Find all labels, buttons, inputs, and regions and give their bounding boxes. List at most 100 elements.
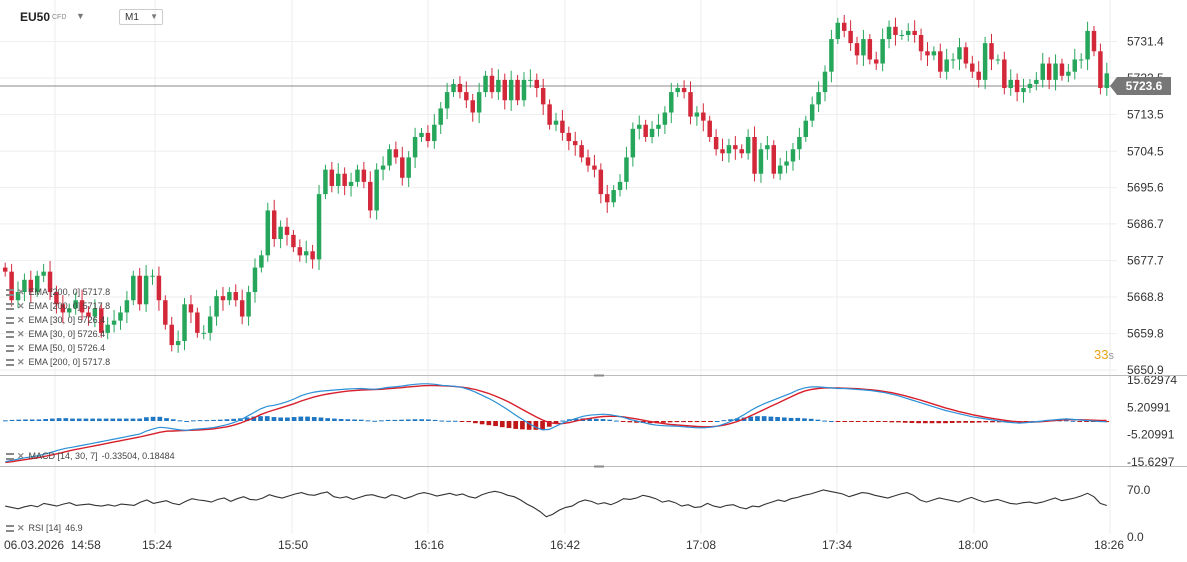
rsi-legend[interactable]: ✕ RSI [14] 46.9	[6, 523, 83, 534]
close-icon[interactable]: ✕	[17, 329, 25, 339]
macd-histogram-bar	[607, 419, 613, 422]
macd-histogram-bar	[540, 421, 545, 430]
macd-histogram-bar	[150, 416, 156, 422]
candle-body	[1002, 59, 1007, 89]
candle-body	[707, 120, 712, 137]
close-icon[interactable]: ✕	[17, 343, 25, 353]
indicator-legend-item[interactable]: ✕ EMA [50, 0] 5726.4	[6, 343, 105, 354]
candle-body	[412, 136, 418, 158]
menu-icon[interactable]	[6, 453, 14, 461]
indicator-legend-item[interactable]: ✕ EMA [200, 0] 5717.8	[6, 301, 110, 312]
candle-body	[1091, 30, 1097, 52]
macd-tick-label: -5.20991	[1127, 428, 1175, 442]
macd-histogram-bar	[338, 419, 344, 422]
macd-histogram-bar	[768, 416, 774, 422]
symbol-dropdown-icon[interactable]: ▼	[76, 11, 85, 21]
menu-icon[interactable]	[6, 345, 14, 353]
candle-body	[809, 104, 815, 121]
macd-histogram-bar	[479, 421, 485, 425]
close-icon[interactable]: ✕	[17, 287, 25, 297]
price-tick-label: 5695.6	[1127, 181, 1164, 195]
timeframe-select[interactable]: M1 ▼	[119, 9, 163, 25]
candle-body	[41, 271, 46, 276]
macd-histogram-bar	[43, 419, 48, 422]
candle-body	[880, 39, 885, 64]
candle-body	[227, 292, 232, 301]
macd-histogram-bar	[466, 421, 472, 423]
macd-histogram-bar	[802, 418, 807, 422]
candle-body	[508, 79, 514, 101]
menu-icon[interactable]	[6, 359, 14, 367]
candle-body	[143, 275, 149, 305]
candle-body	[752, 136, 757, 174]
candle-body	[336, 173, 341, 186]
macd-histogram-bar	[405, 419, 411, 422]
rsi-legend-name: RSI [14]	[28, 523, 62, 533]
macd-histogram-bar	[600, 419, 606, 422]
price-tick-label: 5677.7	[1127, 254, 1164, 268]
candle-body	[995, 59, 1001, 61]
candle-body	[92, 308, 98, 317]
close-icon[interactable]: ✕	[17, 301, 25, 311]
menu-icon[interactable]	[6, 303, 14, 311]
time-tick-label: 16:16	[414, 538, 445, 552]
macd-histogram-bar	[553, 421, 559, 424]
candle-body	[1040, 63, 1045, 80]
macd-histogram-bar	[493, 421, 498, 427]
macd-histogram-bar	[627, 421, 633, 423]
candle-body	[989, 43, 994, 60]
macd-histogram-bar	[204, 420, 210, 422]
candle-body	[175, 341, 181, 346]
rsi-tick-label: 0.0	[1127, 530, 1144, 544]
candle-body	[617, 181, 623, 191]
close-icon[interactable]: ✕	[17, 357, 25, 367]
macd-histogram-bar	[358, 419, 364, 422]
close-icon[interactable]: ✕	[17, 523, 25, 533]
candle-body	[816, 92, 821, 105]
indicator-legend-item[interactable]: ✕ EMA [30, 0] 5726.4	[6, 329, 105, 340]
macd-histogram-bar	[875, 421, 881, 423]
candlestick-series	[2, 14, 1110, 353]
indicator-legend-item[interactable]: ✕ EMA [200, 0] 5717.8	[6, 287, 110, 298]
timeframe-label: M1	[125, 12, 139, 23]
time-tick-label: 15:50	[278, 538, 309, 552]
macd-histogram-bar	[808, 418, 814, 422]
close-icon[interactable]: ✕	[17, 451, 25, 461]
candle-body	[252, 267, 258, 293]
candle-body	[169, 324, 174, 346]
candle-body	[425, 132, 431, 142]
candle-body	[348, 181, 354, 186]
candle-body	[188, 304, 194, 313]
candle-body	[246, 292, 251, 317]
macd-histogram-bar	[499, 421, 505, 428]
macd-histogram-bar	[728, 419, 733, 422]
macd-legend[interactable]: ✕ MACD [14, 30, 7] -0.33504, 0.18484	[6, 451, 175, 462]
macd-histogram-bar	[63, 418, 69, 422]
menu-icon[interactable]	[6, 331, 14, 339]
menu-icon[interactable]	[6, 525, 14, 533]
candle-body	[925, 51, 930, 56]
macd-histogram-bar	[365, 420, 371, 422]
candle-body	[701, 112, 706, 121]
macd-tick-label: -15.6297	[1127, 455, 1175, 469]
candle-body	[303, 251, 309, 256]
macd-histogram-bar	[674, 421, 680, 423]
candle-body	[553, 120, 559, 125]
macd-histogram-bar	[916, 421, 921, 424]
menu-icon[interactable]	[6, 317, 14, 325]
macd-histogram-bar	[748, 416, 754, 422]
candle-body	[464, 92, 469, 101]
macd-histogram-bar	[990, 421, 995, 423]
time-tick-label: 06.03.2026 14:58	[4, 538, 101, 552]
close-icon[interactable]: ✕	[17, 315, 25, 325]
candle-body	[86, 312, 91, 317]
indicator-legend-item[interactable]: ✕ EMA [30, 0] 5726.4	[6, 315, 105, 326]
candle-body	[1098, 51, 1103, 89]
symbol-name[interactable]: EU50	[20, 10, 51, 24]
candle-body	[22, 279, 27, 293]
macd-histogram-bar	[996, 421, 1002, 423]
indicator-legend-item[interactable]: ✕ EMA [200, 0] 5717.8	[6, 357, 110, 368]
candle-body	[496, 79, 501, 93]
menu-icon[interactable]	[6, 289, 14, 297]
